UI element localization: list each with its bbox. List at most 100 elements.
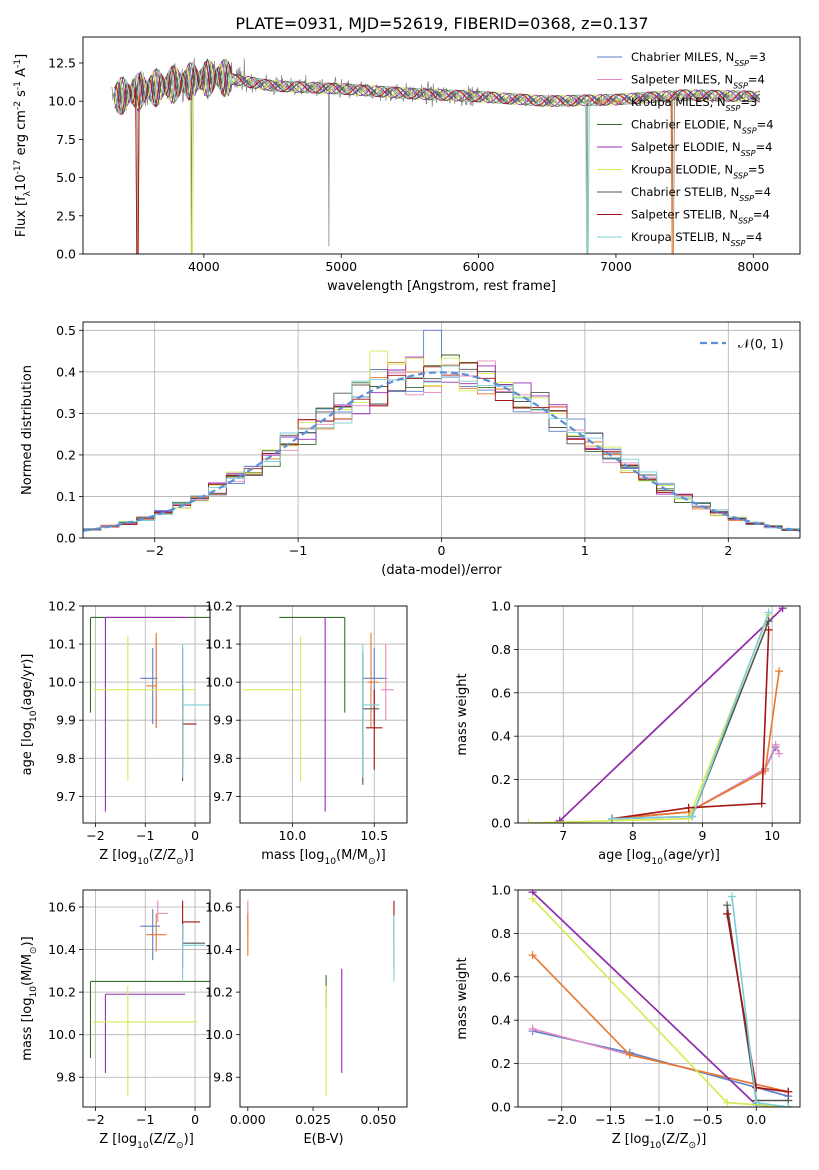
errorbar-kroupa_miles: [146, 913, 167, 952]
errorbar-chabrier_miles: [362, 647, 388, 725]
errorbar-kroupa_stelib: [182, 644, 210, 778]
x-axis-label: Z [log10(Z/Z⊙)]: [612, 1132, 707, 1151]
axes-frame: [82, 36, 801, 255]
legend-label: Kroupa ELODIE, N: [631, 163, 733, 177]
weight-marker: [684, 803, 693, 812]
legend-sub: SSP: [738, 216, 753, 225]
errorbar-kroupa_miles: [146, 632, 157, 728]
model-spectrum-kroupa_miles: [114, 57, 761, 254]
x-tick-label: −0.5: [692, 1112, 722, 1127]
x-tick-label: −2: [86, 828, 104, 843]
weight-marker: [723, 909, 732, 918]
x-axis-label: E(B-V): [303, 1132, 343, 1147]
weight-marker: [764, 608, 773, 617]
legend-suffix: =3: [749, 50, 766, 64]
legend-suffix: =4: [754, 185, 771, 199]
weight-line: [528, 614, 770, 823]
legend-sub: SSP: [733, 81, 748, 90]
errorbar-salpeter_stelib: [182, 900, 201, 939]
y-tick-label: 0.2: [56, 447, 76, 462]
y-tick-label: 10.4: [48, 942, 76, 957]
x-tick-label: 7: [559, 828, 567, 843]
x-tick-label: 4000: [188, 259, 220, 274]
weight_vs_age-panel: 7 8 9 10 0.0 0.2 0.4 0.6 0.8 1.0 age [log10(age/yr…: [455, 599, 801, 867]
weight-marker: [528, 951, 537, 960]
normal-curve: [83, 371, 800, 532]
errorbar-chabrier_elodie: [89, 616, 210, 713]
spectrum-panel: 4000 5000 6000 7000 8000 0.0 2.5 5.0 7.5 10.0 12.5…: [13, 36, 801, 294]
y-tick-label: 5.0: [56, 170, 76, 185]
x-tick-label: −1: [136, 828, 154, 843]
legend-suffix: =4: [748, 73, 765, 87]
y-tick-label: 10.0: [205, 675, 233, 690]
y-tick-label: 9.9: [56, 713, 76, 728]
x-tick-label: 0.050: [360, 1112, 396, 1127]
y-axis-label: Flux [fλ10-17 erg cm-2 s-1 A-1]: [13, 54, 33, 237]
weight-marker: [528, 1024, 537, 1033]
x-tick-label: 0: [191, 828, 199, 843]
x-tick-label: 0: [191, 1112, 199, 1127]
weight-marker: [764, 625, 773, 634]
y-tick-label: 9.8: [213, 1070, 233, 1085]
legend-entry-label: Salpeter MILES, NSSP=4: [631, 73, 765, 91]
errorbar-salpeter_stelib: [366, 689, 383, 770]
axes-frame: [82, 605, 211, 824]
errorbar-salpeter_elodie: [104, 616, 188, 812]
errorbar-kroupa_elodie: [92, 985, 198, 1097]
weight-series-chabrier_stelib: [723, 901, 793, 1105]
x-tick-label: 9: [699, 828, 707, 843]
y-tick-label: 0.5: [56, 323, 76, 338]
weight-series-salpeter_miles: [608, 740, 784, 823]
weight-marker: [555, 816, 564, 823]
x-tick-label: 6000: [463, 259, 495, 274]
weight-series-salpeter_miles: [528, 1024, 793, 1096]
weight-line: [532, 891, 789, 1107]
weight-line: [611, 629, 770, 820]
model-spectrum-kroupa_stelib: [114, 59, 761, 254]
legend-entry-label: Salpeter ELODIE, NSSP=4: [631, 140, 772, 158]
legend-sub: SSP: [742, 126, 757, 135]
x-tick-label: −2.0: [547, 1112, 577, 1127]
weight-series-kroupa_stelib: [727, 892, 793, 1107]
grid: [518, 605, 800, 824]
weight-marker: [723, 1098, 732, 1107]
x-tick-label: 0.000: [230, 1112, 266, 1127]
model-spectrum-salpeter_elodie: [114, 59, 760, 112]
weight-marker: [784, 1103, 793, 1107]
y-tick-label: 9.7: [213, 789, 233, 804]
axes-frame: [517, 889, 801, 1108]
y-tick-label: 10.2: [48, 985, 76, 1000]
legend-label: Salpeter MILES, N: [631, 73, 733, 87]
errorbar-salpeter_miles: [157, 900, 168, 922]
weight-marker: [688, 812, 697, 821]
weight-marker: [608, 814, 616, 823]
errorbar-chabrier_elodie: [89, 980, 210, 1059]
weight-marker: [528, 894, 537, 903]
weight-series-salpeter_elodie: [555, 606, 787, 823]
errorbar-kroupa_elodie: [92, 636, 196, 782]
y-tick-label: 12.5: [48, 55, 76, 70]
y-tick-label: 10.1: [205, 637, 233, 652]
weight-marker: [757, 799, 766, 808]
legend-suffix: =4: [757, 118, 774, 132]
x-axis-label: age [log10(age/yr)]: [598, 848, 720, 867]
age_vs_Z-panel: −2 −1 0 9.7 9.8 9.9 10.0 10.1 10.2 Z [log10(Z/Z⊙)…: [20, 599, 211, 867]
legend-label: Chabrier STELIB, N: [631, 185, 739, 199]
legend-suffix: =4: [753, 208, 770, 222]
axes-frame: [82, 321, 801, 539]
y-tick-label: 10.2: [205, 599, 233, 614]
weight-line: [532, 954, 789, 1093]
legend-label: Chabrier ELODIE, N: [631, 118, 742, 132]
plot-area: [524, 606, 787, 823]
y-tick-label: 0.4: [491, 729, 511, 744]
axes-frame: [239, 889, 408, 1108]
x-tick-label: 0.025: [295, 1112, 331, 1127]
y-tick-label: 10.0: [48, 675, 76, 690]
x-axis-label: Z [log10(Z/Z⊙)]: [99, 1132, 194, 1151]
age_vs_mass-panel: 10.0 10.5 9.7 9.8 9.9 10.0 10.1 10.2 mass [log10…: [205, 599, 408, 867]
legend-suffix: =4: [755, 140, 772, 154]
errorbar-kroupa_miles: [367, 632, 380, 728]
legend-sub: SSP: [726, 104, 741, 113]
y-tick-label: 10.6: [205, 900, 233, 915]
